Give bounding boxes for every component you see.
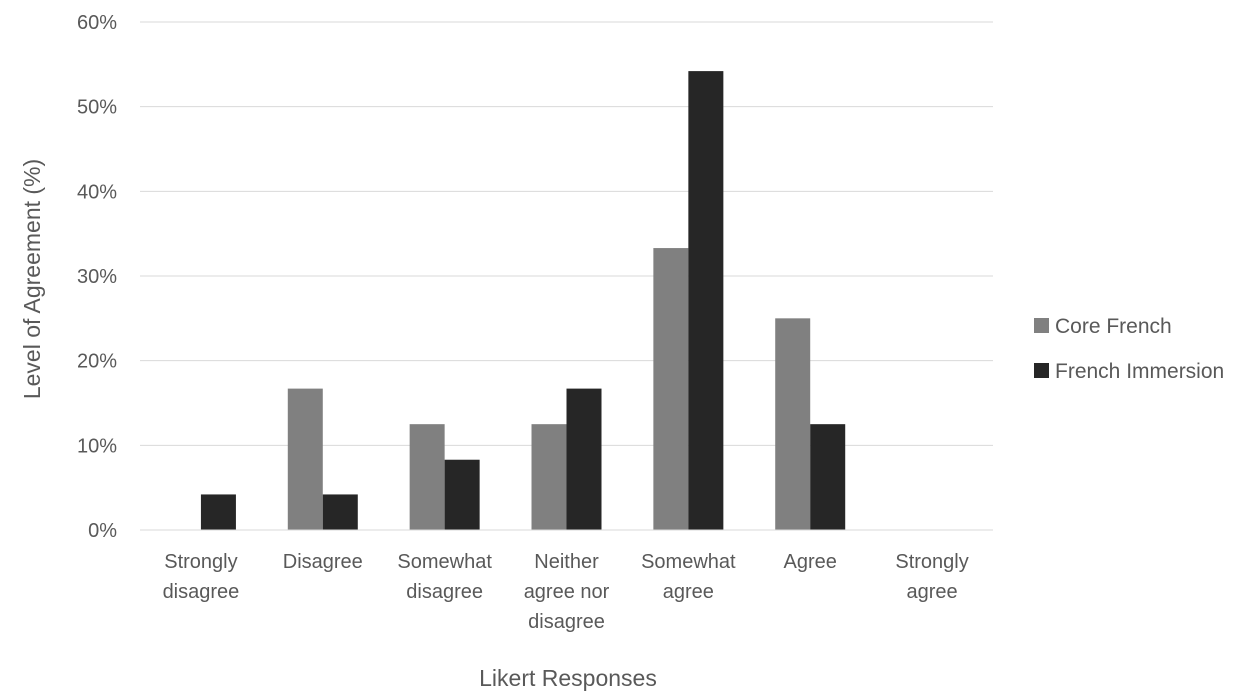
bar-core-french [287, 388, 323, 530]
x-tick-label: Agree [784, 551, 837, 573]
gridlines [140, 21, 993, 446]
x-tick-label: Neither agree nor disagree [524, 551, 610, 633]
legend-label: Core French [1055, 315, 1172, 338]
bar-french-immersion [688, 71, 724, 531]
bar-core-french [775, 318, 811, 530]
y-tick-label: 30% [77, 266, 117, 288]
y-tick-label: 10% [77, 435, 117, 457]
y-tick-label: 40% [77, 181, 117, 203]
legend-swatch [1034, 363, 1049, 378]
bars [200, 71, 846, 531]
y-tick-label: 60% [77, 12, 117, 34]
y-axis-title: Level of Agreement (%) [19, 159, 45, 399]
x-tick-label: Somewhat agree [641, 551, 736, 603]
x-tick-label: Strongly disagree [163, 551, 240, 603]
x-tick-label: Disagree [283, 551, 363, 573]
bar-french-immersion [444, 459, 480, 530]
bar-french-immersion [566, 388, 602, 530]
legend-swatch [1034, 318, 1049, 333]
legend: Core French French Immersion [1034, 315, 1224, 383]
bar-french-immersion [810, 424, 846, 530]
bar-core-french [531, 424, 567, 530]
x-axis-ticks: Strongly disagree Disagree Somewhat disagree… [163, 551, 969, 633]
x-tick-label: Somewhat disagree [397, 551, 492, 603]
legend-label: French Immersion [1055, 360, 1224, 383]
bar-french-immersion [322, 494, 358, 530]
x-tick-label: Strongly agree [895, 551, 968, 603]
y-tick-label: 20% [77, 351, 117, 373]
y-axis-ticks: 0% 10% 20% 30% 40% 50% 60% [77, 12, 117, 542]
bar-core-french [653, 248, 689, 530]
x-axis-title: Likert Responses [479, 665, 657, 691]
bar-core-french [409, 424, 445, 530]
y-tick-label: 50% [77, 97, 117, 119]
bar-french-immersion [200, 494, 236, 530]
y-tick-label: 0% [88, 520, 117, 542]
